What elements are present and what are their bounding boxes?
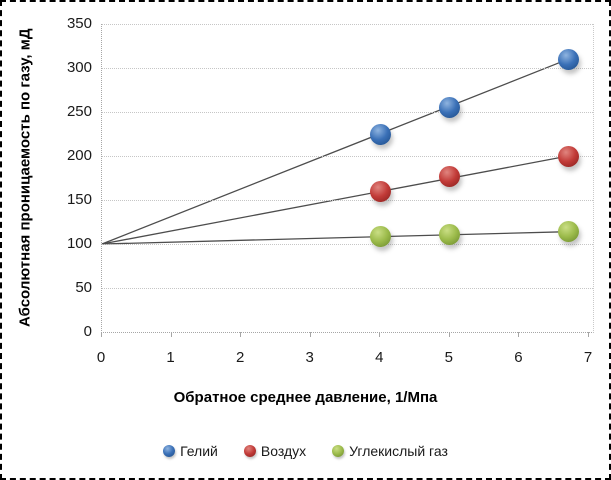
gridline-y-150 <box>102 200 593 201</box>
y-tick-label-150: 150 <box>66 191 92 208</box>
x-tick-label-5: 5 <box>444 349 454 366</box>
x-tick-mark-0 <box>101 332 102 337</box>
legend-marker-icon <box>243 445 256 457</box>
legend-marker-icon <box>332 445 345 457</box>
x-tick-label-1: 1 <box>166 349 175 366</box>
legend-label: Воздух <box>260 443 307 459</box>
y-tick-label-300: 300 <box>66 59 92 76</box>
y-tick-label-50: 50 <box>75 279 92 296</box>
gridline-y-350 <box>102 24 593 25</box>
legend: Гелий Воздух Углекислый газ <box>2 443 609 459</box>
x-tick-label-3: 3 <box>305 349 314 366</box>
gridline-y-200 <box>102 156 593 157</box>
plot-area[interactable] <box>101 24 594 333</box>
gridline-y-250 <box>102 112 593 113</box>
y-tick-label-350: 350 <box>66 15 92 32</box>
y-axis-title: Абсолютная проницаемость по газу, мД <box>16 28 34 328</box>
trendlines-layer <box>101 58 569 245</box>
x-tick-mark-6 <box>518 332 520 337</box>
gridline-y-50 <box>102 288 593 289</box>
x-tick-mark-3 <box>309 332 311 337</box>
x-axis-title: Обратное среднее давление, 1/Мпа <box>173 389 438 406</box>
y-tick-label-100: 100 <box>66 235 92 252</box>
legend-item-2[interactable]: Углекислый газ <box>332 443 448 459</box>
legend-item-1[interactable]: Воздух <box>243 443 307 459</box>
data-point-series-0[interactable] <box>439 97 461 119</box>
data-point-series-0[interactable] <box>557 48 579 70</box>
x-tick-mark-7 <box>587 332 589 337</box>
x-tick-label-6: 6 <box>514 349 523 366</box>
x-tick-mark-4 <box>379 332 381 337</box>
x-tick-label-0: 0 <box>96 349 106 366</box>
data-point-series-0[interactable] <box>369 123 391 145</box>
trendline-0 <box>101 58 569 245</box>
data-point-series-1[interactable] <box>369 180 391 202</box>
legend-label: Углекислый газ <box>349 443 448 459</box>
x-tick-mark-5 <box>448 332 450 337</box>
data-point-series-2[interactable] <box>369 225 391 247</box>
x-tick-mark-2 <box>240 332 242 337</box>
x-tick-label-4: 4 <box>375 349 384 366</box>
y-tick-label-0: 0 <box>83 323 92 340</box>
legend-label: Гелий <box>180 443 218 459</box>
x-tick-label-2: 2 <box>235 349 245 366</box>
data-point-series-2[interactable] <box>439 223 461 245</box>
data-point-series-2[interactable] <box>557 221 579 243</box>
trendline-2 <box>101 231 569 245</box>
legend-marker-icon <box>163 445 176 457</box>
x-tick-label-7: 7 <box>583 349 593 366</box>
gridline-y-100 <box>102 244 593 245</box>
x-tick-mark-1 <box>170 332 172 337</box>
legend-item-0[interactable]: Гелий <box>163 443 218 459</box>
data-point-series-1[interactable] <box>557 145 579 167</box>
y-tick-label-200: 200 <box>66 147 92 164</box>
y-tick-label-250: 250 <box>66 103 92 120</box>
data-point-series-1[interactable] <box>439 165 461 187</box>
gridline-y-300 <box>102 68 593 69</box>
